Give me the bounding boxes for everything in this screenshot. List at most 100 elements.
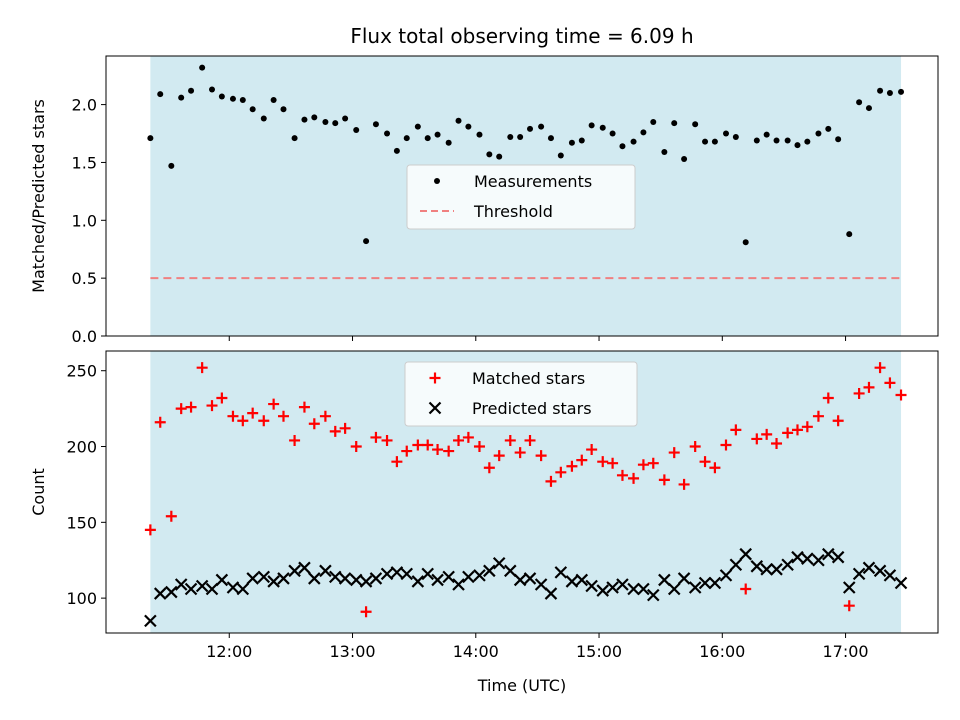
legend-label: Threshold: [473, 202, 553, 221]
matched-star-point: [483, 462, 495, 474]
matched-star-point: [493, 450, 505, 462]
measurement-points: [147, 64, 905, 246]
measurement-point: [414, 123, 421, 130]
predicted-star-point: [831, 550, 845, 564]
matched-star-point: [566, 460, 578, 472]
matched-star-point: [616, 469, 628, 481]
matched-star-point: [144, 524, 156, 536]
predicted-star-point: [677, 572, 691, 585]
measurement-point: [393, 147, 400, 154]
legend-label: Measurements: [474, 172, 592, 191]
y-tick-label: 200: [66, 438, 97, 457]
matched-star-point: [637, 459, 649, 471]
predicted-star-point: [431, 573, 444, 587]
matched-star-point: [689, 441, 701, 453]
matched-star-point: [545, 475, 557, 487]
legend-label: Matched stars: [472, 369, 585, 388]
x-tick-label: 12:00: [206, 642, 252, 661]
bottom-x-ticks: 12:00 13:00 14:00 15:00 16:00 17:00: [206, 633, 869, 661]
matched-star-point: [370, 431, 382, 443]
predicted-star-point: [565, 575, 579, 588]
predicted-star-point: [739, 547, 752, 561]
measurement-point: [711, 138, 718, 145]
measurement-point: [311, 114, 318, 121]
predicted-star-point: [257, 570, 271, 584]
predicted-star-point: [452, 578, 465, 591]
predicted-star-point: [812, 553, 825, 567]
predicted-star-point: [359, 575, 373, 588]
measurement-point: [209, 86, 216, 93]
predicted-star-point: [873, 564, 887, 578]
matched-star-point: [422, 439, 434, 451]
measurement-point: [661, 149, 668, 156]
predicted-star-point: [369, 572, 383, 585]
predicted-star-point: [492, 556, 506, 570]
predicted-star-point: [719, 569, 733, 582]
matched-star-point: [720, 439, 732, 451]
matched-star-point: [412, 439, 424, 451]
matched-star-point: [678, 478, 690, 490]
matched-star-point: [524, 434, 536, 446]
predicted-star-point: [729, 558, 743, 572]
predicted-star-point: [801, 552, 814, 565]
matched-star-point: [319, 410, 331, 422]
matched-star-point: [863, 381, 875, 393]
matched-star-point: [277, 410, 289, 422]
matched-star-point: [329, 425, 341, 437]
measurement-point: [815, 130, 822, 137]
x-tick-label: 16:00: [699, 642, 745, 661]
predicted-star-point: [658, 573, 671, 587]
predicted-star-point: [473, 569, 486, 582]
measurement-point: [568, 139, 575, 146]
matched-star-point: [647, 457, 659, 469]
measurement-point: [445, 139, 452, 146]
predicted-star-point: [174, 578, 188, 591]
measurement-point: [856, 99, 863, 106]
matched-star-point: [740, 583, 752, 595]
predicted-star-point: [513, 573, 527, 587]
predicted-star-point: [277, 572, 290, 585]
predicted-star-point: [267, 575, 280, 588]
predicted-star-point: [246, 572, 259, 585]
measurement-point: [763, 131, 770, 138]
measurement-point: [517, 133, 524, 140]
matched-star-point: [268, 398, 280, 410]
predicted-star-point: [781, 558, 794, 572]
matched-star-point: [822, 392, 834, 404]
matched-star-point: [401, 445, 413, 457]
measurement-point: [486, 151, 493, 158]
measurement-point: [609, 130, 616, 137]
measurement-point: [147, 135, 154, 142]
matched-star-point: [289, 434, 301, 446]
y-tick-label: 0.0: [72, 327, 97, 346]
predicted-star-point: [380, 567, 394, 581]
measurement-point: [178, 94, 185, 101]
y-tick-label: 250: [66, 362, 97, 381]
y-tick-label: 2.0: [72, 96, 97, 115]
matched-star-point: [812, 410, 824, 422]
predicted-star-point: [319, 564, 332, 578]
predicted-star-point: [153, 587, 167, 600]
matched-star-point: [884, 377, 896, 389]
measurement-point: [804, 138, 811, 145]
matched-star-point: [391, 456, 403, 468]
measurement-point: [650, 118, 657, 125]
predicted-stars-points: [144, 547, 908, 628]
predicted-star-point: [298, 561, 311, 575]
measurement-point: [322, 118, 329, 125]
predicted-star-point: [184, 582, 198, 596]
measurement-point: [671, 120, 678, 127]
predicted-star-point: [195, 579, 209, 593]
matched-star-point: [843, 600, 855, 612]
top-y-axis-label: Matched/Predicted stars: [29, 99, 48, 293]
measurement-point: [732, 133, 739, 140]
measurement-point: [547, 135, 554, 142]
matched-star-point: [175, 403, 187, 415]
measurement-point: [301, 116, 308, 123]
matched-star-point: [298, 401, 310, 413]
measurement-point: [538, 123, 545, 130]
measurement-point: [188, 87, 195, 94]
measurement-point: [260, 115, 267, 122]
matched-star-point: [782, 427, 794, 439]
